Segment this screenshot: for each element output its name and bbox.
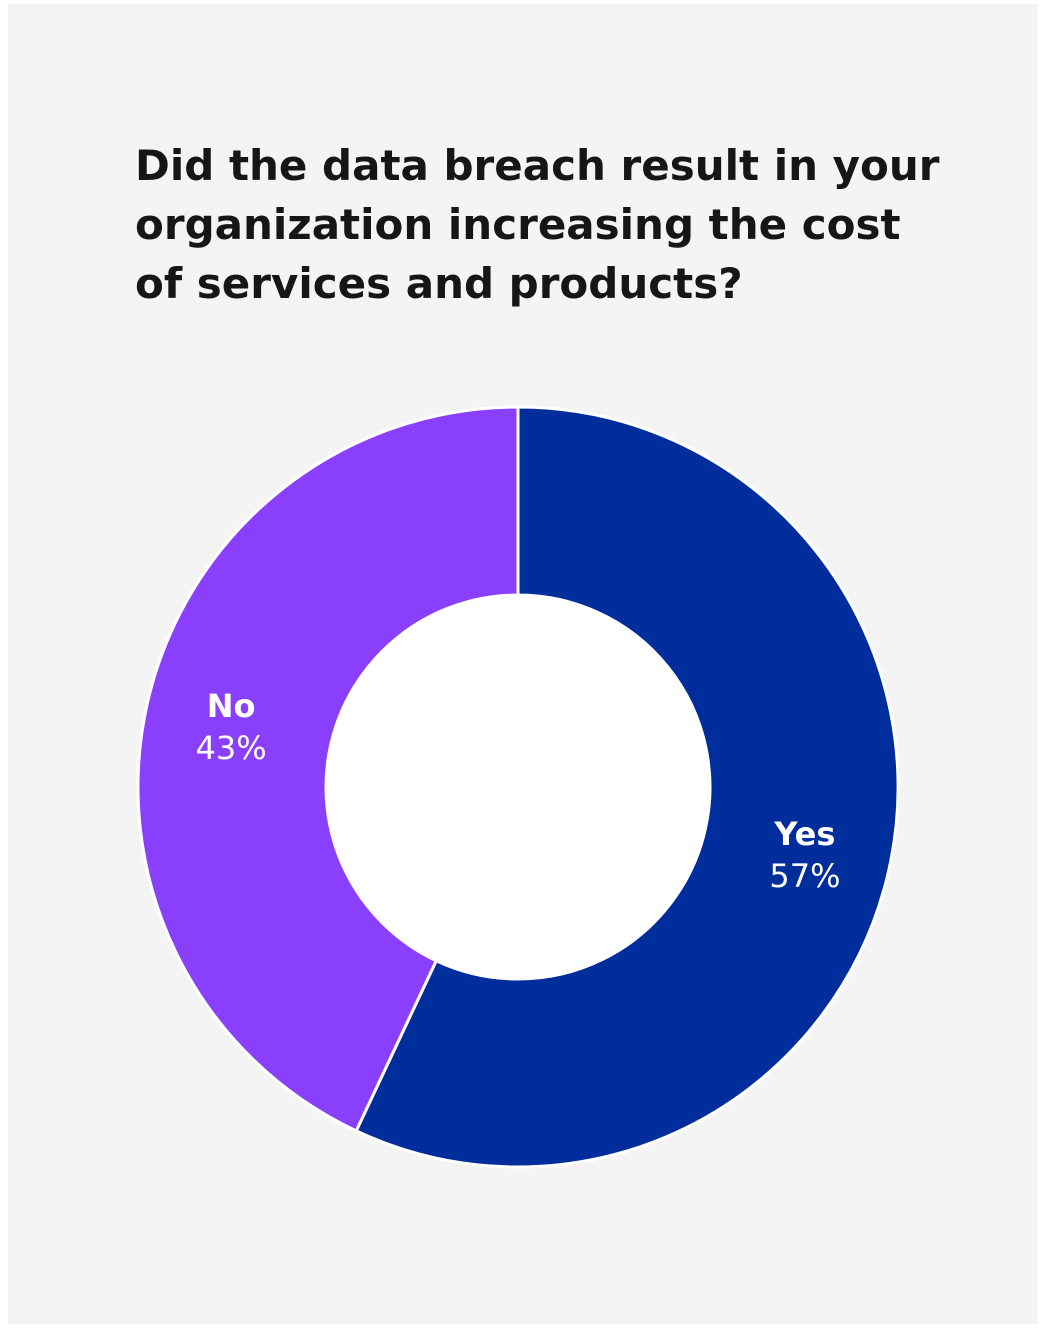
slice-label-yes: Yes — [773, 815, 835, 853]
chart-title: Did the data breach result in your organ… — [135, 141, 940, 308]
slice-no[interactable] — [136, 405, 520, 1133]
slice-value-yes: 57% — [769, 857, 840, 895]
donut-hole — [327, 596, 709, 978]
slice-label-no: No — [207, 687, 256, 725]
slice-yes[interactable] — [354, 405, 900, 1169]
slice-value-no: 43% — [196, 729, 267, 767]
